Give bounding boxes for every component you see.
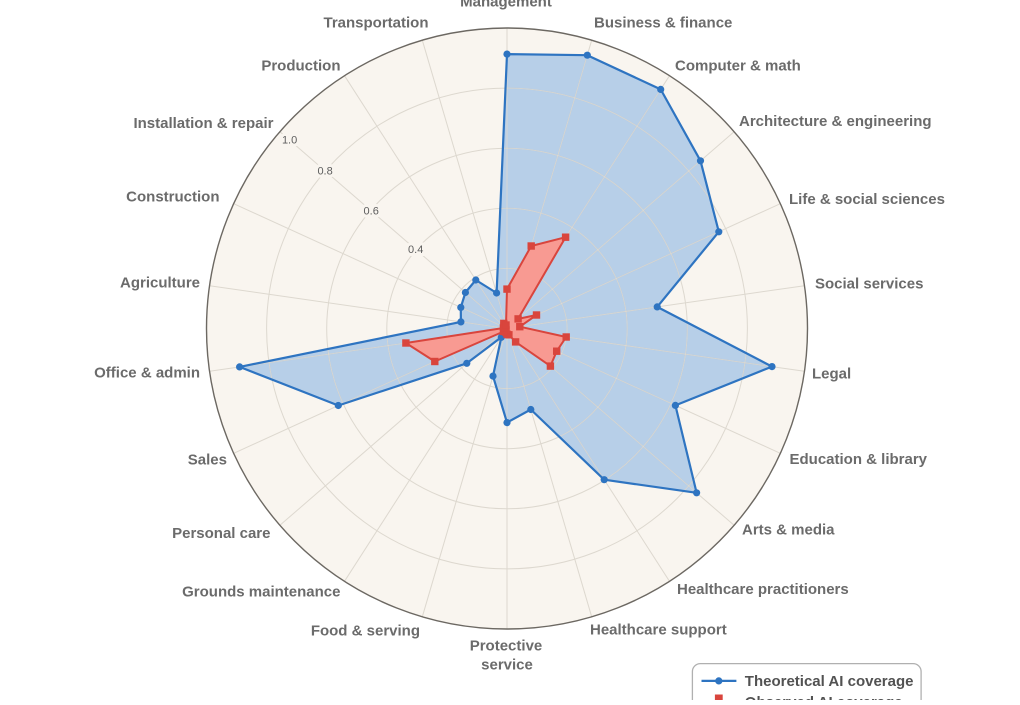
svg-text:Arts & media: Arts & media bbox=[742, 522, 835, 539]
svg-text:0.4: 0.4 bbox=[408, 244, 423, 256]
svg-text:Healthcare support: Healthcare support bbox=[590, 622, 727, 639]
svg-text:Personal care: Personal care bbox=[172, 525, 270, 542]
svg-text:Life & social sciences: Life & social sciences bbox=[789, 191, 945, 208]
svg-text:1.0: 1.0 bbox=[282, 135, 297, 147]
svg-text:Office & admin: Office & admin bbox=[94, 365, 200, 382]
svg-text:Computer & math: Computer & math bbox=[675, 58, 801, 75]
svg-text:Education & library: Education & library bbox=[790, 451, 928, 468]
svg-text:Production: Production bbox=[261, 58, 340, 75]
svg-text:Sales: Sales bbox=[188, 452, 227, 469]
svg-text:Observed AI coverage: Observed AI coverage bbox=[745, 694, 903, 700]
svg-text:Social services: Social services bbox=[815, 276, 923, 293]
svg-text:Legal: Legal bbox=[812, 366, 851, 383]
svg-text:Agriculture: Agriculture bbox=[120, 275, 200, 292]
svg-text:0.6: 0.6 bbox=[364, 205, 379, 217]
svg-text:0.8: 0.8 bbox=[317, 165, 332, 177]
svg-text:Business & finance: Business & finance bbox=[594, 15, 732, 32]
svg-text:Food & serving: Food & serving bbox=[311, 623, 420, 640]
svg-text:Management: Management bbox=[460, 0, 552, 11]
svg-text:Architecture & engineering: Architecture & engineering bbox=[739, 113, 932, 130]
svg-text:Grounds maintenance: Grounds maintenance bbox=[182, 584, 340, 601]
svg-text:Construction: Construction bbox=[126, 189, 219, 206]
svg-text:Installation & repair: Installation & repair bbox=[133, 115, 273, 132]
svg-text:Healthcare practitioners: Healthcare practitioners bbox=[677, 581, 849, 598]
svg-text:Theoretical AI coverage: Theoretical AI coverage bbox=[745, 673, 914, 690]
svg-text:service: service bbox=[481, 657, 533, 674]
svg-text:Transportation: Transportation bbox=[323, 15, 428, 32]
svg-text:Protective: Protective bbox=[470, 638, 543, 655]
